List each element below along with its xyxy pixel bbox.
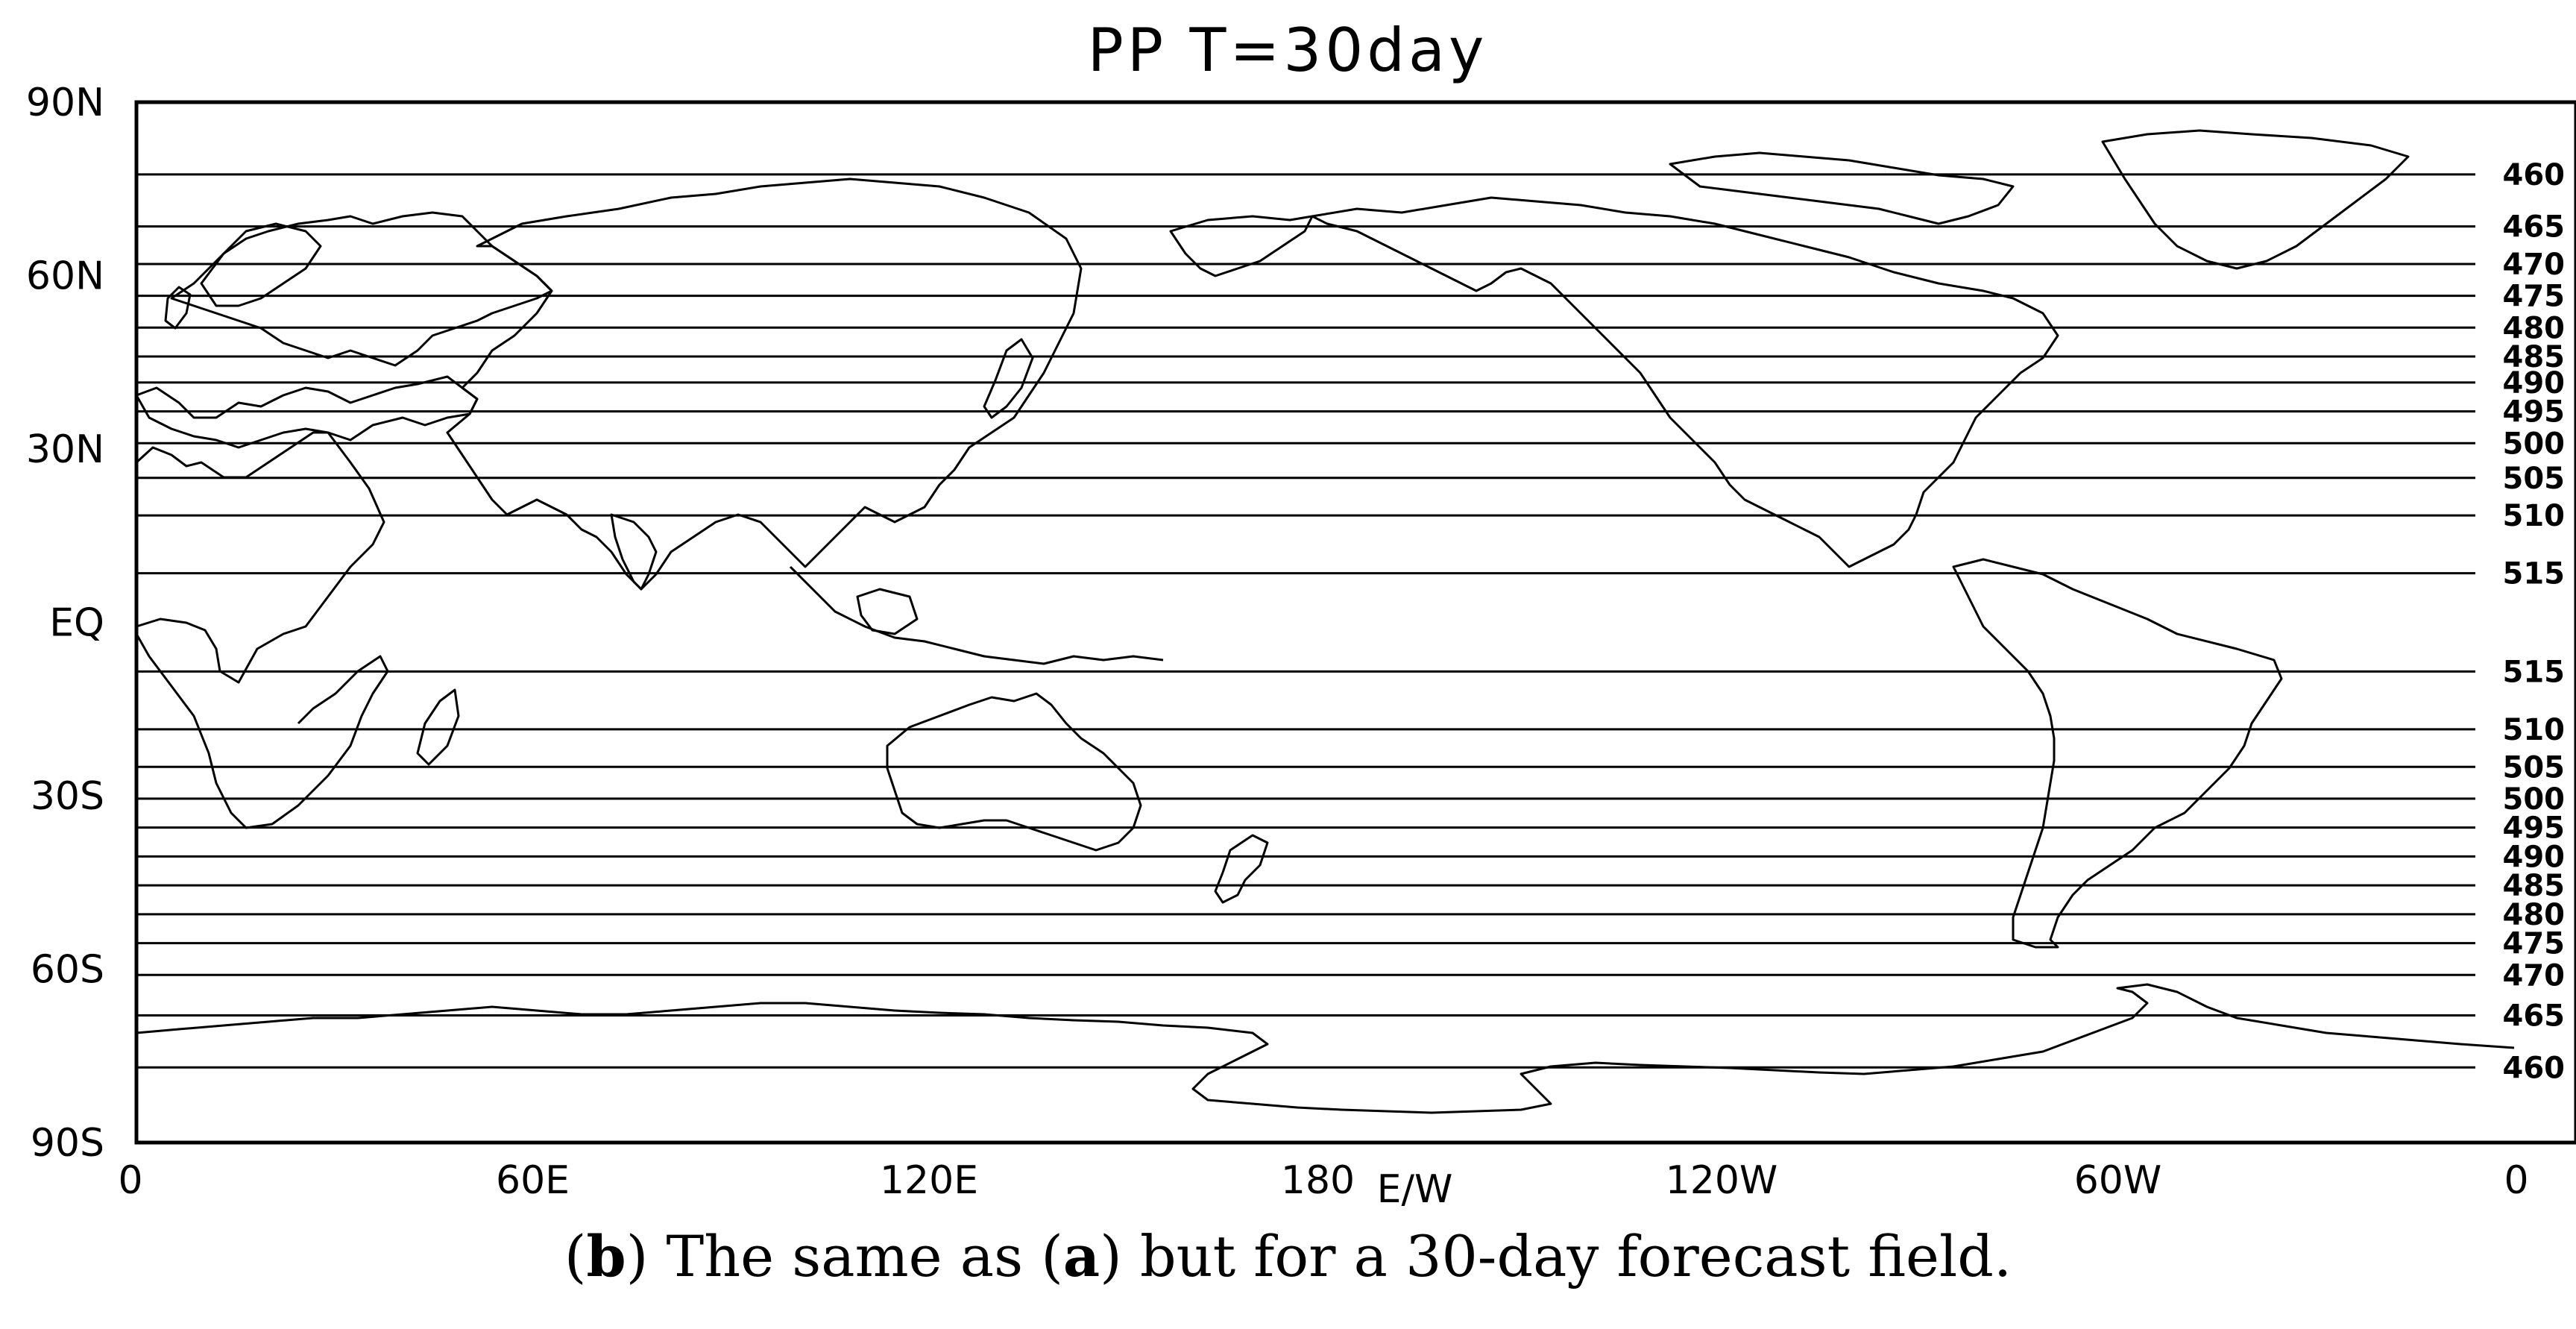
- lat-tick-label: 60N: [26, 254, 104, 299]
- plot-frame: [134, 100, 2576, 1145]
- asia-outline: [446, 177, 1083, 591]
- lon-tick-label: 180: [1281, 1158, 1355, 1203]
- contour-label: 475: [2503, 280, 2566, 314]
- greenland-outline: [2101, 129, 2410, 270]
- contour-label: 480: [2503, 311, 2566, 345]
- india-outline: [610, 513, 658, 591]
- lon-tick-label: 120E: [880, 1158, 978, 1203]
- contour-label: 505: [2503, 750, 2566, 785]
- lon-tick-label: 0: [118, 1158, 142, 1203]
- antarctica-outline: [136, 983, 2515, 1114]
- lat-tick-label: 90N: [26, 81, 104, 125]
- scandinavia-outline: [200, 222, 322, 307]
- uk-outline: [164, 286, 192, 330]
- caption-panel-letter: b: [586, 1223, 626, 1289]
- borneo-outline: [856, 588, 919, 635]
- north-america-outline: [1311, 196, 2059, 568]
- lon-tick-label: E/W: [1377, 1167, 1453, 1212]
- alaska-outline: [1169, 215, 1314, 277]
- lat-tick-label: EQ: [49, 601, 104, 646]
- contour-label: 505: [2503, 462, 2566, 496]
- contour-label: 510: [2503, 499, 2566, 533]
- contour-label: 490: [2503, 840, 2566, 874]
- contour-label: 515: [2503, 557, 2566, 591]
- contour-label: 465: [2503, 210, 2566, 245]
- south-america-outline: [1952, 558, 2283, 949]
- contour-label: 515: [2503, 655, 2566, 689]
- contour-label: 495: [2503, 395, 2566, 430]
- latitude-axis: 90N 60N 30N EQ 30S 60S 90S: [26, 81, 104, 1166]
- madagascar-outline: [416, 688, 460, 766]
- caption-mid: ) The same as (: [626, 1223, 1063, 1289]
- caption-close: ) but for a 30-day forecast field.: [1100, 1223, 2012, 1289]
- contour-label: 480: [2503, 898, 2566, 932]
- figure-caption: (b) The same as (a) but for a 30-day for…: [0, 1223, 2576, 1289]
- contour-label: 510: [2503, 713, 2566, 747]
- contour-label: 470: [2503, 958, 2566, 993]
- africa-outline: [135, 431, 389, 829]
- contour-label: 500: [2503, 427, 2566, 461]
- caption-open: (: [564, 1223, 587, 1289]
- lon-tick-label: 60E: [496, 1158, 570, 1203]
- contour-label: 490: [2503, 366, 2566, 400]
- map-plot: PP T=30day: [26, 16, 2576, 1212]
- new-zealand-outline: [1214, 834, 1269, 904]
- lat-tick-label: 90S: [31, 1121, 104, 1166]
- contour-lines: [136, 173, 2475, 1069]
- lat-tick-label: 30S: [31, 774, 104, 819]
- lat-tick-label: 30N: [26, 427, 104, 472]
- contour-label: 460: [2503, 1051, 2566, 1085]
- contour-label: 485: [2503, 869, 2566, 903]
- contour-label: 470: [2503, 248, 2566, 282]
- contour-label: 500: [2503, 782, 2566, 817]
- contour-label: 465: [2503, 999, 2566, 1034]
- contour-label: 485: [2503, 340, 2566, 374]
- lon-tick-label: 60W: [2074, 1158, 2162, 1203]
- contour-label: 475: [2503, 927, 2566, 961]
- lat-tick-label: 60S: [31, 948, 104, 993]
- contour-labels: 4604654704754804854904955005055105155155…: [2503, 158, 2566, 1085]
- se-asia-outline: [789, 565, 1164, 665]
- longitude-axis: 0 60E 120E 180 E/W 120W 60W 0: [118, 1158, 2528, 1212]
- lon-tick-label: 0: [2504, 1158, 2528, 1203]
- caption-ref-letter: a: [1062, 1223, 1100, 1289]
- lon-tick-label: 120W: [1666, 1158, 1778, 1203]
- arctic-archipelago-outline: [1669, 151, 2015, 225]
- coastlines: [135, 129, 2515, 1114]
- contour-label: 495: [2503, 811, 2566, 846]
- contour-label: 460: [2503, 158, 2566, 192]
- japan-outline: [983, 338, 1034, 419]
- map-title: PP T=30day: [1088, 16, 1488, 85]
